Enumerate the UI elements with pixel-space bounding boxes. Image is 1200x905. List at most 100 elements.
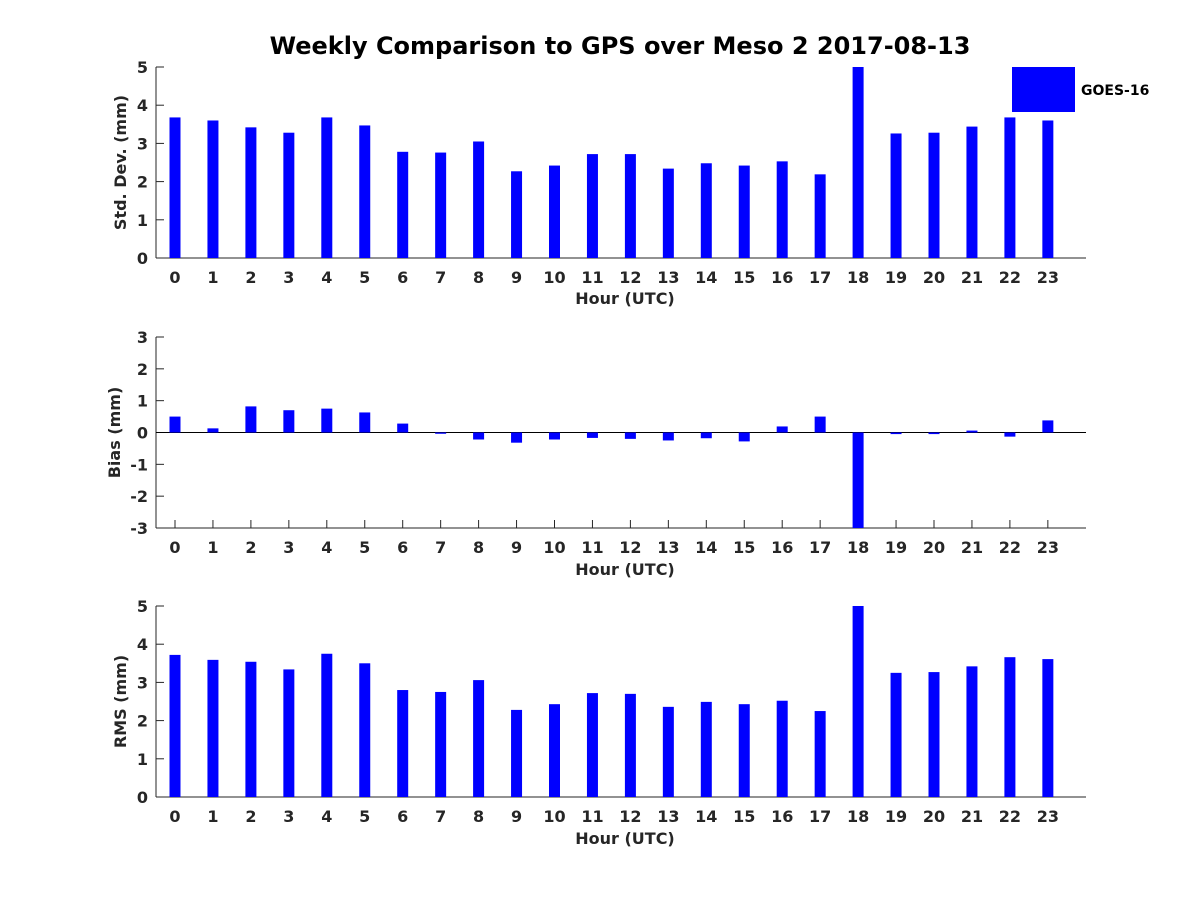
x-tick-label: 19	[885, 538, 907, 557]
x-tick-label: 1	[207, 538, 218, 557]
x-tick-label: 12	[619, 268, 641, 287]
x-tick-label: 0	[169, 538, 180, 557]
bar-std-dev-9	[511, 171, 523, 258]
bar-rms-18	[852, 606, 864, 797]
x-tick-label: 0	[169, 268, 180, 287]
y-axis-label: Bias (mm)	[105, 387, 124, 479]
x-tick-label: 6	[397, 268, 408, 287]
x-axis-label: Hour (UTC)	[575, 289, 675, 308]
bar-rms-4	[321, 653, 333, 797]
x-tick-label: 13	[657, 538, 679, 557]
y-tick-label: 2	[137, 360, 148, 379]
x-tick-label: 5	[359, 538, 370, 557]
x-tick-label: 17	[809, 538, 831, 557]
x-tick-label: 20	[923, 268, 945, 287]
bar-rms-23	[1042, 659, 1054, 797]
bar-rms-6	[397, 690, 409, 797]
x-tick-label: 11	[581, 538, 603, 557]
bar-bias-20	[928, 432, 940, 435]
x-tick-label: 22	[999, 807, 1021, 826]
bar-std-dev-6	[397, 151, 409, 258]
x-tick-label: 17	[809, 807, 831, 826]
x-tick-label: 18	[847, 807, 869, 826]
legend: GOES-16	[1012, 67, 1149, 112]
bar-std-dev-4	[321, 117, 333, 258]
x-tick-label: 0	[169, 807, 180, 826]
bar-rms-13	[662, 706, 674, 797]
x-tick-label: 23	[1037, 807, 1059, 826]
x-tick-label: 7	[435, 538, 446, 557]
bar-bias-5	[359, 412, 371, 433]
bar-std-dev-10	[549, 165, 560, 258]
chart-title: Weekly Comparison to GPS over Meso 2 201…	[270, 32, 971, 60]
bar-bias-1	[207, 428, 219, 433]
bar-bias-9	[511, 432, 523, 443]
bar-rms-7	[435, 691, 447, 797]
x-tick-label: 4	[321, 807, 332, 826]
x-tick-label: 8	[473, 538, 484, 557]
bar-rms-9	[511, 709, 523, 797]
x-tick-label: 15	[733, 268, 755, 287]
x-tick-label: 21	[961, 807, 983, 826]
bar-rms-15	[738, 704, 750, 797]
y-tick-label: 3	[137, 328, 148, 347]
bar-std-dev-21	[966, 126, 978, 258]
y-tick-label: 5	[137, 597, 148, 616]
x-tick-label: 17	[809, 268, 831, 287]
bar-bias-17	[814, 416, 826, 433]
x-tick-label: 4	[321, 268, 332, 287]
bar-bias-18	[852, 432, 864, 528]
x-tick-label: 1	[207, 807, 218, 826]
x-tick-label: 2	[245, 538, 256, 557]
x-tick-label: 19	[885, 268, 907, 287]
x-tick-label: 16	[771, 538, 793, 557]
bar-bias-11	[586, 432, 598, 438]
bar-bias-2	[245, 406, 257, 433]
x-tick-label: 10	[543, 807, 565, 826]
bar-rms-19	[890, 672, 902, 797]
x-tick-label: 2	[245, 807, 256, 826]
bar-std-dev-0	[169, 117, 181, 258]
x-tick-label: 2	[245, 268, 256, 287]
x-tick-label: 23	[1037, 538, 1059, 557]
x-tick-label: 7	[435, 807, 446, 826]
x-tick-label: 20	[923, 807, 945, 826]
bar-bias-7	[435, 432, 447, 434]
y-tick-label: 1	[137, 392, 148, 411]
bar-rms-2	[245, 661, 257, 797]
bar-rms-0	[169, 654, 181, 797]
y-tick-label: 5	[137, 58, 148, 77]
x-tick-label: 18	[847, 268, 869, 287]
bar-std-dev-19	[890, 133, 902, 258]
x-tick-label: 6	[397, 807, 408, 826]
bar-bias-15	[738, 432, 750, 442]
x-axis-label: Hour (UTC)	[575, 829, 675, 848]
x-tick-label: 14	[695, 538, 717, 557]
y-tick-label: 4	[137, 635, 148, 654]
bar-rms-10	[549, 704, 560, 797]
bar-std-dev-17	[814, 174, 826, 258]
y-axis-label: RMS (mm)	[111, 655, 130, 748]
bar-bias-8	[473, 432, 485, 440]
x-tick-label: 9	[511, 538, 522, 557]
x-tick-label: 19	[885, 807, 907, 826]
bar-rms-11	[586, 693, 598, 797]
y-axis-label: Std. Dev. (mm)	[111, 95, 130, 230]
y-tick-label: 4	[137, 96, 148, 115]
bar-rms-20	[928, 672, 940, 797]
bar-std-dev-1	[207, 120, 219, 258]
bar-std-dev-8	[473, 141, 485, 258]
bar-std-dev-14	[700, 163, 712, 258]
y-tick-label: 2	[137, 712, 148, 731]
x-tick-label: 8	[473, 268, 484, 287]
bar-bias-14	[700, 432, 712, 439]
x-tick-label: 18	[847, 538, 869, 557]
y-tick-label: 1	[137, 750, 148, 769]
x-axis-label: Hour (UTC)	[575, 560, 675, 579]
bar-std-dev-15	[738, 165, 750, 258]
bar-std-dev-12	[624, 154, 636, 258]
bar-std-dev-16	[776, 161, 788, 258]
y-tick-label: -3	[130, 519, 148, 538]
bar-std-dev-5	[359, 125, 371, 258]
